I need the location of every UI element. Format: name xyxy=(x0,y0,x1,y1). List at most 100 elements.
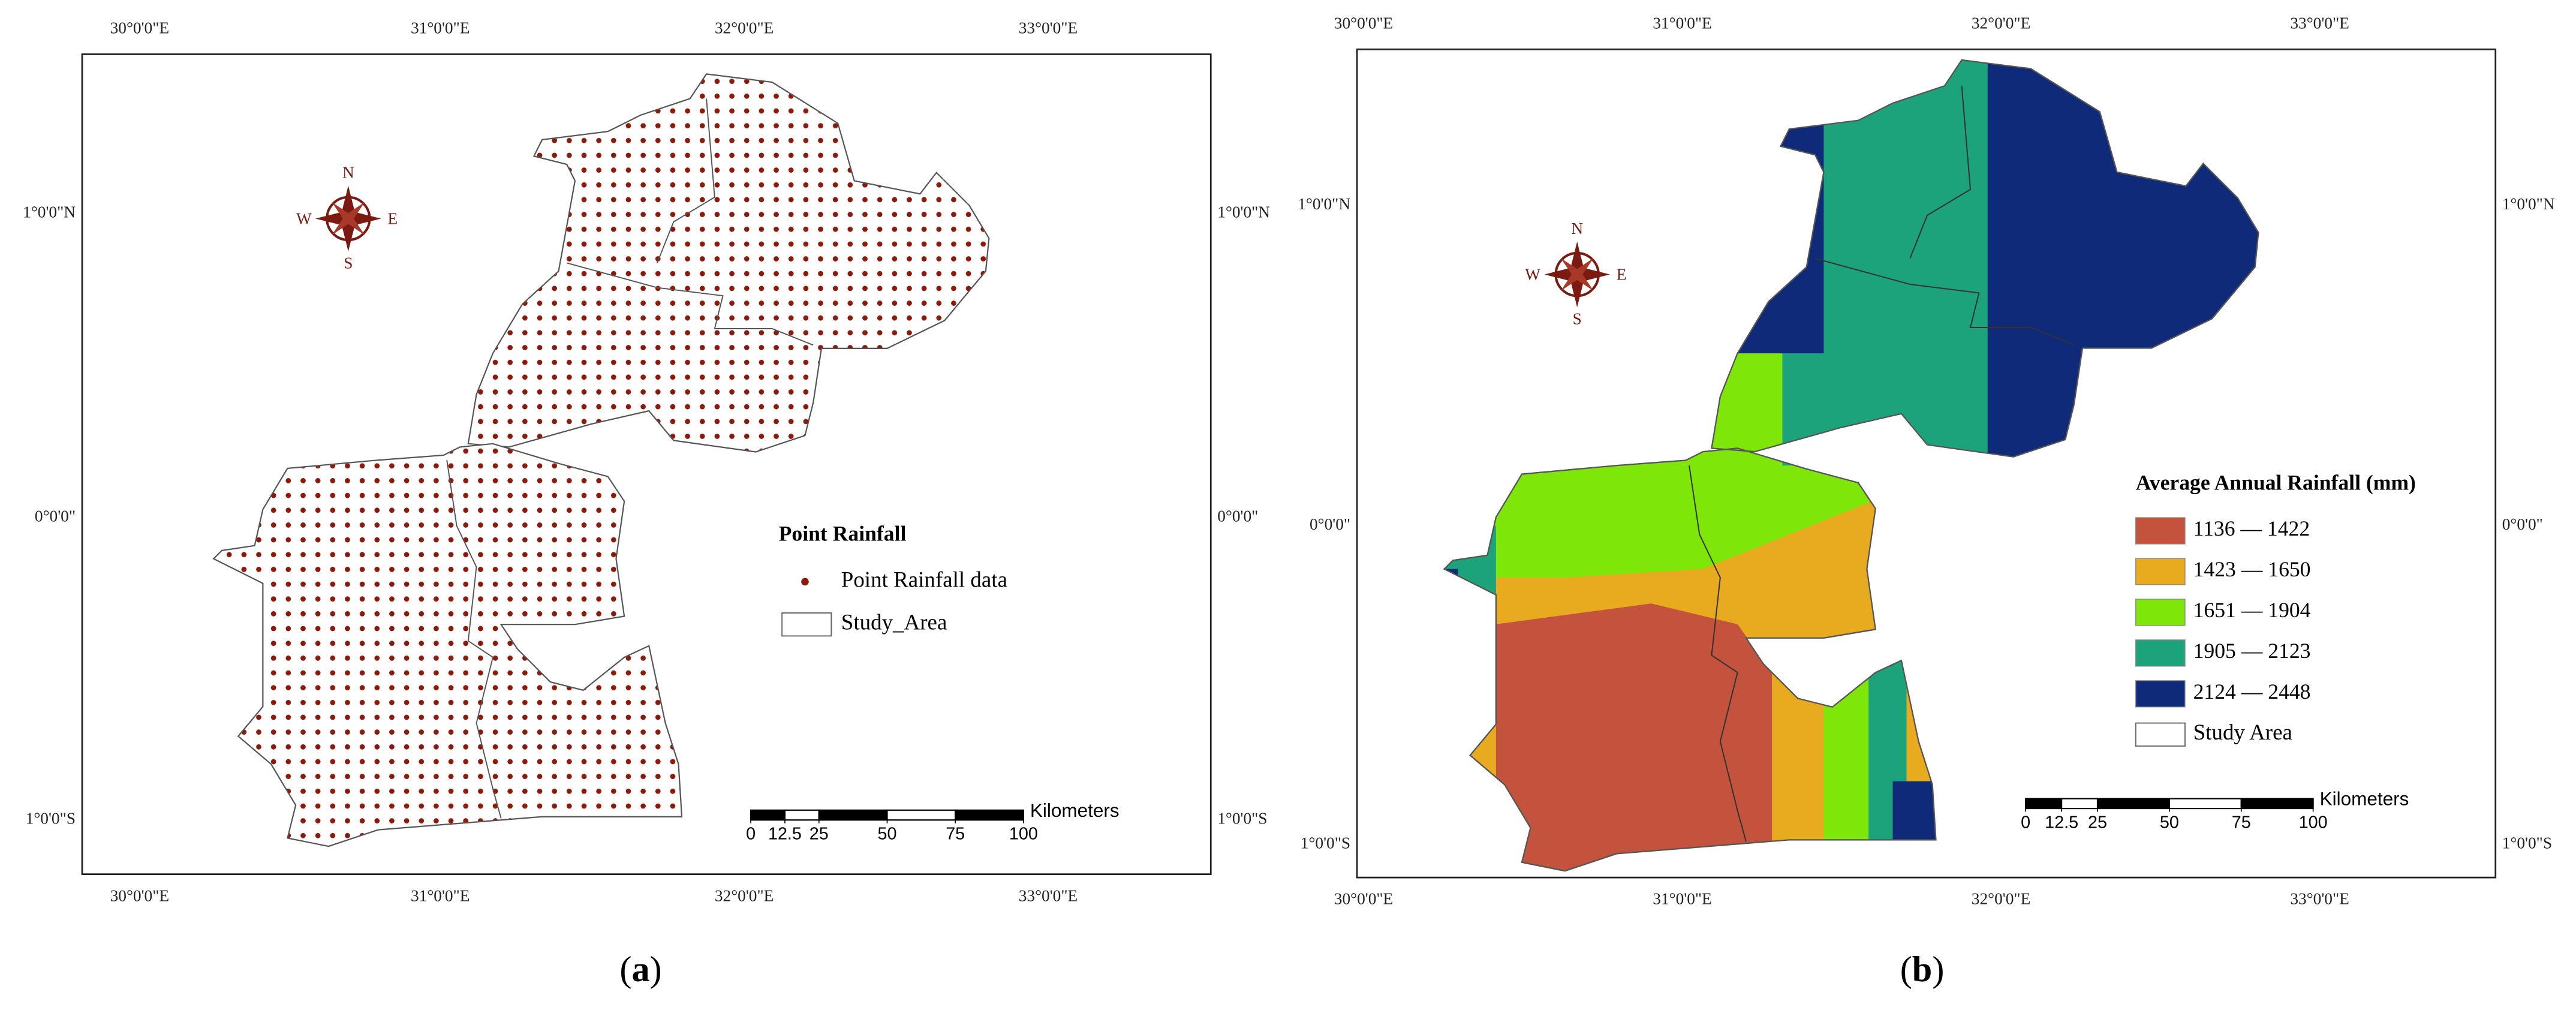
legend-swatch xyxy=(2135,639,2186,667)
legend-swatch xyxy=(2135,680,2186,708)
latitude-label: 1°0'0"N xyxy=(2502,195,2555,213)
caption-letter: b xyxy=(1912,949,1933,990)
longitude-label: 31°0'0"E xyxy=(1653,14,1712,32)
caption-paren: ) xyxy=(650,949,662,990)
legend-label: Point Rainfall data xyxy=(841,567,1007,591)
caption-paren: ) xyxy=(1932,949,1944,990)
compass-star xyxy=(332,202,365,235)
scale-tick-label: 100 xyxy=(1009,824,1038,843)
compass-letter: W xyxy=(296,209,312,227)
latitude-label: 1°0'0"S xyxy=(1301,834,1350,852)
compass-letter: S xyxy=(1573,310,1582,328)
scale-tick-label: 50 xyxy=(2160,813,2179,832)
latitude-label: 1°0'0"N xyxy=(23,203,76,221)
scale-segment xyxy=(784,809,820,821)
longitude-label: 31°0'0"E xyxy=(411,886,470,904)
scale-tick-label: 0 xyxy=(746,824,756,843)
latitude-label: 0°0'0" xyxy=(2502,515,2543,533)
latitude-label: 1°0'0"N xyxy=(1298,195,1350,213)
longitude-label: 33°0'0"E xyxy=(1019,886,1078,904)
longitude-label: 32°0'0"E xyxy=(715,19,774,37)
longitude-label: 32°0'0"E xyxy=(1972,14,2031,32)
scale-bar: 0 12.5 25 50 75 100 Kilometers xyxy=(746,799,1120,844)
compass-letter: N xyxy=(1571,220,1583,238)
legend-label: 2124 — 2448 xyxy=(2193,680,2311,704)
scale-tick-label: 75 xyxy=(2232,813,2251,832)
longitude-label: 30°0'0"E xyxy=(110,886,170,904)
scale-tick-label: 75 xyxy=(946,824,965,843)
latitude-label: 1°0'0"S xyxy=(26,810,76,828)
scale-tick-label: 25 xyxy=(2088,813,2107,832)
scale-tick-label: 50 xyxy=(877,824,896,843)
scale-segment xyxy=(886,809,956,821)
scale-segment xyxy=(2168,798,2242,810)
legend-title: Average Annual Rainfall (mm) xyxy=(2136,470,2416,494)
legend-label: Study Area xyxy=(2193,720,2292,744)
longitude-label: 32°0'0"E xyxy=(1972,890,2031,908)
scale-tick-label: 12.5 xyxy=(768,824,802,843)
latitude-label: 0°0'0" xyxy=(1217,507,1258,525)
scale-segment xyxy=(2240,798,2314,810)
compass-letter: E xyxy=(387,209,398,227)
legend: Point Rainfall Point Rainfall data Study_A… xyxy=(779,521,1007,637)
latitude-label: 0°0'0" xyxy=(1310,515,1350,533)
scale-tick-label: 100 xyxy=(2299,813,2328,832)
longitude-label: 30°0'0"E xyxy=(1334,14,1394,32)
legend-swatch xyxy=(2135,517,2186,545)
legend-label: 1651 — 1904 xyxy=(2193,598,2311,622)
longitude-label: 33°0'0"E xyxy=(1019,19,1078,37)
longitude-label: 33°0'0"E xyxy=(2290,14,2349,32)
legend-swatch xyxy=(2135,558,2186,585)
legend-title: Point Rainfall xyxy=(779,521,907,545)
longitude-label: 32°0'0"E xyxy=(715,886,774,904)
latitude-label: 0°0'0" xyxy=(35,507,76,525)
legend-swatch xyxy=(2135,599,2186,626)
longitude-label: 30°0'0"E xyxy=(110,19,170,37)
map-frame xyxy=(81,53,1212,876)
scale-tick-label: 0 xyxy=(2021,813,2030,832)
compass-letter: E xyxy=(1617,266,1627,284)
compass-rose: N S E W xyxy=(296,164,398,272)
map-frame xyxy=(1356,48,2497,879)
panel-caption: (a) xyxy=(619,949,661,990)
legend: Average Annual Rainfall (mm) 1136 — 1422 1… xyxy=(2135,470,2416,747)
scale-unit: Kilometers xyxy=(1030,799,1120,821)
legend-label: Study_Area xyxy=(841,610,947,635)
panel-caption: (b) xyxy=(1900,949,1945,990)
caption-paren: ( xyxy=(619,949,631,990)
scale-segment xyxy=(750,809,786,821)
scale-bar: 0 12.5 25 50 75 100 Kilometers xyxy=(2021,788,2409,832)
scale-unit: Kilometers xyxy=(2320,788,2409,810)
study-area-map xyxy=(212,73,990,847)
latitude-label: 1°0'0"N xyxy=(1217,203,1270,221)
scale-segment xyxy=(2096,798,2170,810)
longitude-label: 30°0'0"E xyxy=(1334,890,1394,908)
compass-letter: S xyxy=(344,254,353,272)
scale-segment xyxy=(818,809,888,821)
legend-label: 1136 — 1422 xyxy=(2193,516,2310,540)
legend-point xyxy=(801,578,809,586)
rainfall-map xyxy=(1443,59,2259,872)
longitude-label: 31°0'0"E xyxy=(1653,890,1712,908)
scale-tick-label: 12.5 xyxy=(2045,813,2078,832)
longitude-label: 33°0'0"E xyxy=(2290,890,2349,908)
legend-swatch xyxy=(2135,722,2186,747)
latitude-label: 1°0'0"S xyxy=(2502,834,2552,852)
caption-paren: ( xyxy=(1900,949,1912,990)
scale-segment xyxy=(2025,798,2063,810)
compass-letter: N xyxy=(342,164,354,182)
scale-segment xyxy=(955,809,1024,821)
legend-label: 1423 — 1650 xyxy=(2193,557,2311,581)
scale-segment xyxy=(2061,798,2099,810)
caption-letter: a xyxy=(631,949,649,990)
latitude-label: 1°0'0"S xyxy=(1217,810,1267,828)
legend-swatch xyxy=(781,612,832,637)
compass-letter: W xyxy=(1525,266,1540,284)
compass-star xyxy=(1560,258,1594,291)
compass-rose: N S E W xyxy=(1525,220,1626,328)
scale-tick-label: 25 xyxy=(809,824,829,843)
legend-label: 1905 — 2123 xyxy=(2193,639,2311,663)
